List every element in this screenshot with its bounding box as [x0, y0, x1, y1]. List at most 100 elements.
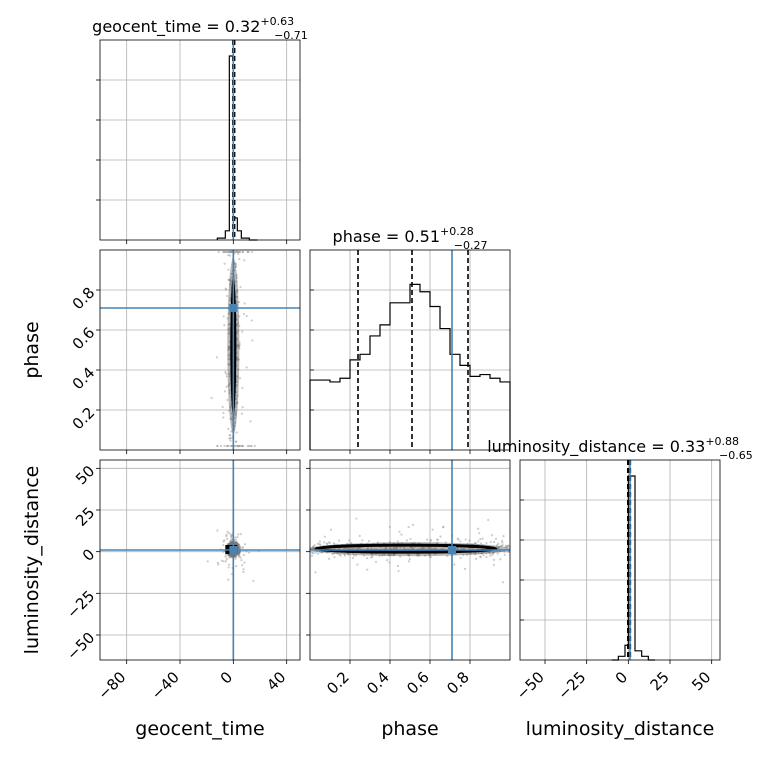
sample-point: [464, 567, 467, 570]
panel-luminosity_distance-luminosity_distance: −50 −25 0 25 50: [513, 459, 721, 703]
sample-point: [230, 283, 233, 286]
sample-point: [248, 551, 251, 554]
sample-point: [233, 421, 237, 424]
sample-point: [423, 547, 426, 550]
sample-point: [431, 528, 434, 531]
sample-point: [252, 579, 255, 582]
sample-point: [230, 250, 233, 254]
sample-point: [388, 561, 391, 564]
panel-frame: [99, 459, 301, 661]
sample-point: [407, 525, 410, 529]
sample-point: [424, 554, 427, 557]
panel-phase-luminosity_distance: 0.2 0.4 0.6 0.8: [306, 459, 511, 698]
sample-point: [228, 250, 231, 254]
sample-point: [229, 406, 232, 409]
sample-point: [371, 553, 374, 556]
sample-point: [366, 557, 369, 560]
sample-point: [241, 386, 244, 389]
sample-point: [501, 543, 504, 547]
sample-point: [233, 262, 236, 265]
sample-point: [392, 553, 395, 557]
sample-point: [416, 554, 419, 557]
sample-point: [481, 537, 484, 540]
sample-point: [242, 554, 246, 557]
sample-point: [241, 250, 244, 254]
sample-point: [356, 563, 359, 566]
sample-point: [235, 374, 238, 378]
sample-point: [343, 554, 347, 557]
sample-point: [314, 551, 318, 554]
sample-point: [230, 417, 233, 420]
sample-point: [390, 553, 393, 557]
sample-point: [462, 553, 465, 556]
sample-point: [485, 555, 488, 559]
sample-point: [216, 529, 219, 532]
sample-point: [466, 542, 469, 545]
sample-point: [224, 370, 227, 374]
sample-point: [234, 440, 238, 443]
sample-point: [222, 560, 225, 563]
sample-point: [245, 314, 248, 318]
sample-point: [374, 560, 378, 564]
sample-point: [407, 560, 411, 563]
sample-point: [226, 317, 229, 320]
sample-point: [237, 555, 241, 558]
sample-point: [225, 385, 228, 388]
sample-point: [227, 427, 230, 431]
y-tick-label: 0.4: [69, 364, 99, 394]
sample-point: [216, 444, 219, 448]
sample-point: [310, 554, 314, 557]
sample-point: [366, 568, 369, 571]
sample-point: [223, 444, 226, 448]
sample-point: [225, 534, 228, 538]
sample-point: [417, 554, 421, 557]
sample-point: [236, 394, 239, 397]
sample-point: [235, 280, 238, 283]
sample-point: [238, 377, 242, 380]
sample-point: [396, 564, 400, 568]
sample-point: [491, 552, 495, 555]
x-tick-label: 25: [647, 668, 673, 694]
sample-point: [499, 558, 502, 561]
y-tick-label: 0: [79, 545, 98, 564]
sample-point: [230, 276, 233, 279]
y-tick-label: 0.8: [69, 284, 99, 314]
sample-point: [408, 557, 411, 561]
sample-point: [419, 547, 422, 550]
sample-point: [409, 537, 412, 541]
sample-point: [237, 533, 240, 536]
sample-point: [501, 539, 504, 542]
x-tick-label: 0.6: [403, 668, 433, 698]
sample-point: [494, 537, 498, 541]
sample-point: [398, 530, 401, 533]
density-core: [314, 543, 498, 554]
y-tick-label: 0.6: [69, 324, 99, 354]
ylabel-luminosity-distance: luminosity_distance: [21, 466, 43, 655]
sample-point: [384, 546, 387, 549]
sample-point: [320, 550, 323, 554]
sample-point: [226, 444, 229, 448]
sample-point: [501, 581, 504, 584]
sample-point: [228, 563, 231, 566]
sample-point: [399, 555, 402, 558]
sample-point: [228, 555, 231, 558]
sample-point: [228, 392, 231, 395]
sample-point: [507, 550, 510, 553]
x-tick-label: 40: [263, 668, 289, 694]
sample-point: [504, 544, 508, 547]
sample-point: [234, 397, 238, 400]
sample-point: [238, 343, 241, 347]
sample-point: [243, 561, 246, 564]
sample-point: [210, 396, 213, 400]
sample-point: [222, 416, 225, 419]
sample-point: [238, 315, 241, 318]
sample-point: [490, 534, 494, 537]
sample-point: [395, 546, 398, 550]
sample-point: [234, 405, 237, 408]
sample-point: [227, 327, 230, 331]
histogram-phase: [309, 283, 511, 450]
sample-point: [338, 539, 341, 542]
sample-point: [332, 542, 335, 545]
sample-point: [238, 300, 241, 304]
sample-point: [369, 547, 372, 550]
